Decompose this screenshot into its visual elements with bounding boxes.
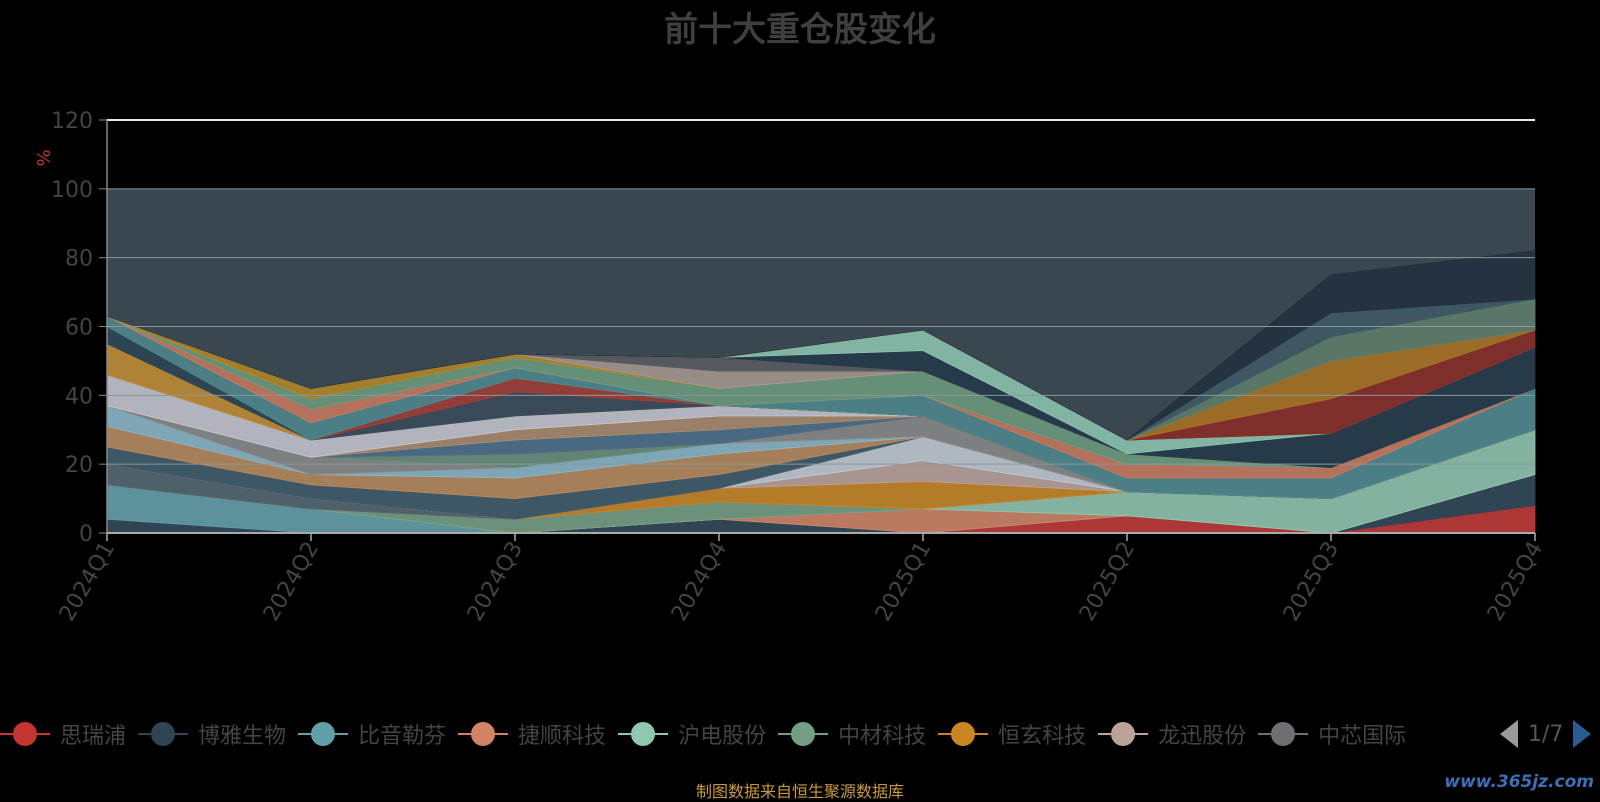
legend-swatch-icon: [458, 721, 509, 747]
y-tick-label: 120: [51, 109, 93, 134]
legend-item[interactable]: 比音勒芬: [298, 716, 446, 752]
legend-label: 中材科技: [838, 724, 927, 749]
legend-swatch-icon: [618, 721, 669, 747]
x-tick-label: 2024Q2: [259, 538, 324, 626]
legend-swatch-icon: [778, 721, 829, 747]
area-series-40[interactable]: [106, 250, 1536, 441]
x-tick-label: 2025Q2: [1075, 538, 1140, 626]
legend: 思瑞浦 博雅生物 比音勒芬 捷顺科技 沪电股份 中材科技 恒玄科技 龙迅股份 中芯国际: [0, 716, 1472, 752]
legend-label: 比音勒芬: [358, 724, 447, 749]
legend-item[interactable]: 恒玄科技: [938, 716, 1086, 752]
legend-swatch-icon: [298, 721, 349, 747]
legend-swatch-icon: [1258, 721, 1309, 747]
legend-label: 龙迅股份: [1158, 724, 1247, 749]
legend-item[interactable]: 龙迅股份: [1098, 716, 1246, 752]
watermark-text: www.365jz.com: [1444, 772, 1594, 792]
chart-title: 前十大重仓股变化: [664, 10, 936, 50]
legend-item[interactable]: 捷顺科技: [458, 716, 606, 752]
legend-label: 思瑞浦: [60, 724, 127, 749]
x-tick-label: 2025Q3: [1279, 538, 1344, 626]
x-tick-label: 2025Q1: [871, 538, 936, 626]
legend-label: 中芯国际: [1318, 724, 1407, 749]
y-axis-label: %: [34, 149, 55, 166]
y-tick-label: 60: [65, 316, 93, 341]
y-tick-label: 40: [65, 384, 93, 409]
legend-prev-page-icon[interactable]: [1500, 720, 1518, 748]
x-tick-label: 2024Q3: [463, 538, 528, 626]
legend-item[interactable]: 沪电股份: [618, 716, 766, 752]
y-tick-label: 20: [65, 453, 93, 478]
y-tick-label: 100: [51, 178, 93, 203]
legend-label: 恒玄科技: [998, 724, 1087, 749]
legend-item[interactable]: 思瑞浦: [0, 716, 126, 752]
legend-swatch-icon: [138, 721, 189, 747]
y-tick-label: 0: [79, 522, 93, 547]
legend-pager: 1/7: [1500, 716, 1600, 752]
legend-item[interactable]: 博雅生物: [138, 716, 286, 752]
legend-item[interactable]: 中芯国际: [1258, 716, 1406, 752]
x-tick-label: 2025Q4: [1483, 538, 1548, 626]
legend-next-page-icon[interactable]: [1573, 720, 1592, 748]
x-tick-label: 2024Q1: [55, 538, 120, 626]
legend-label: 沪电股份: [678, 724, 767, 749]
legend-item[interactable]: 中材科技: [778, 716, 926, 752]
legend-page-indicator: 1/7: [1528, 721, 1564, 747]
x-tick-label: 2024Q4: [667, 538, 732, 626]
data-source-note: 制图数据来自恒生聚源数据库: [695, 782, 904, 801]
legend-label: 捷顺科技: [518, 724, 607, 749]
legend-swatch-icon: [0, 721, 50, 747]
legend-label: 博雅生物: [198, 724, 287, 749]
legend-swatch-icon: [938, 721, 989, 747]
legend-swatch-icon: [1098, 721, 1149, 747]
y-tick-label: 80: [65, 247, 93, 272]
